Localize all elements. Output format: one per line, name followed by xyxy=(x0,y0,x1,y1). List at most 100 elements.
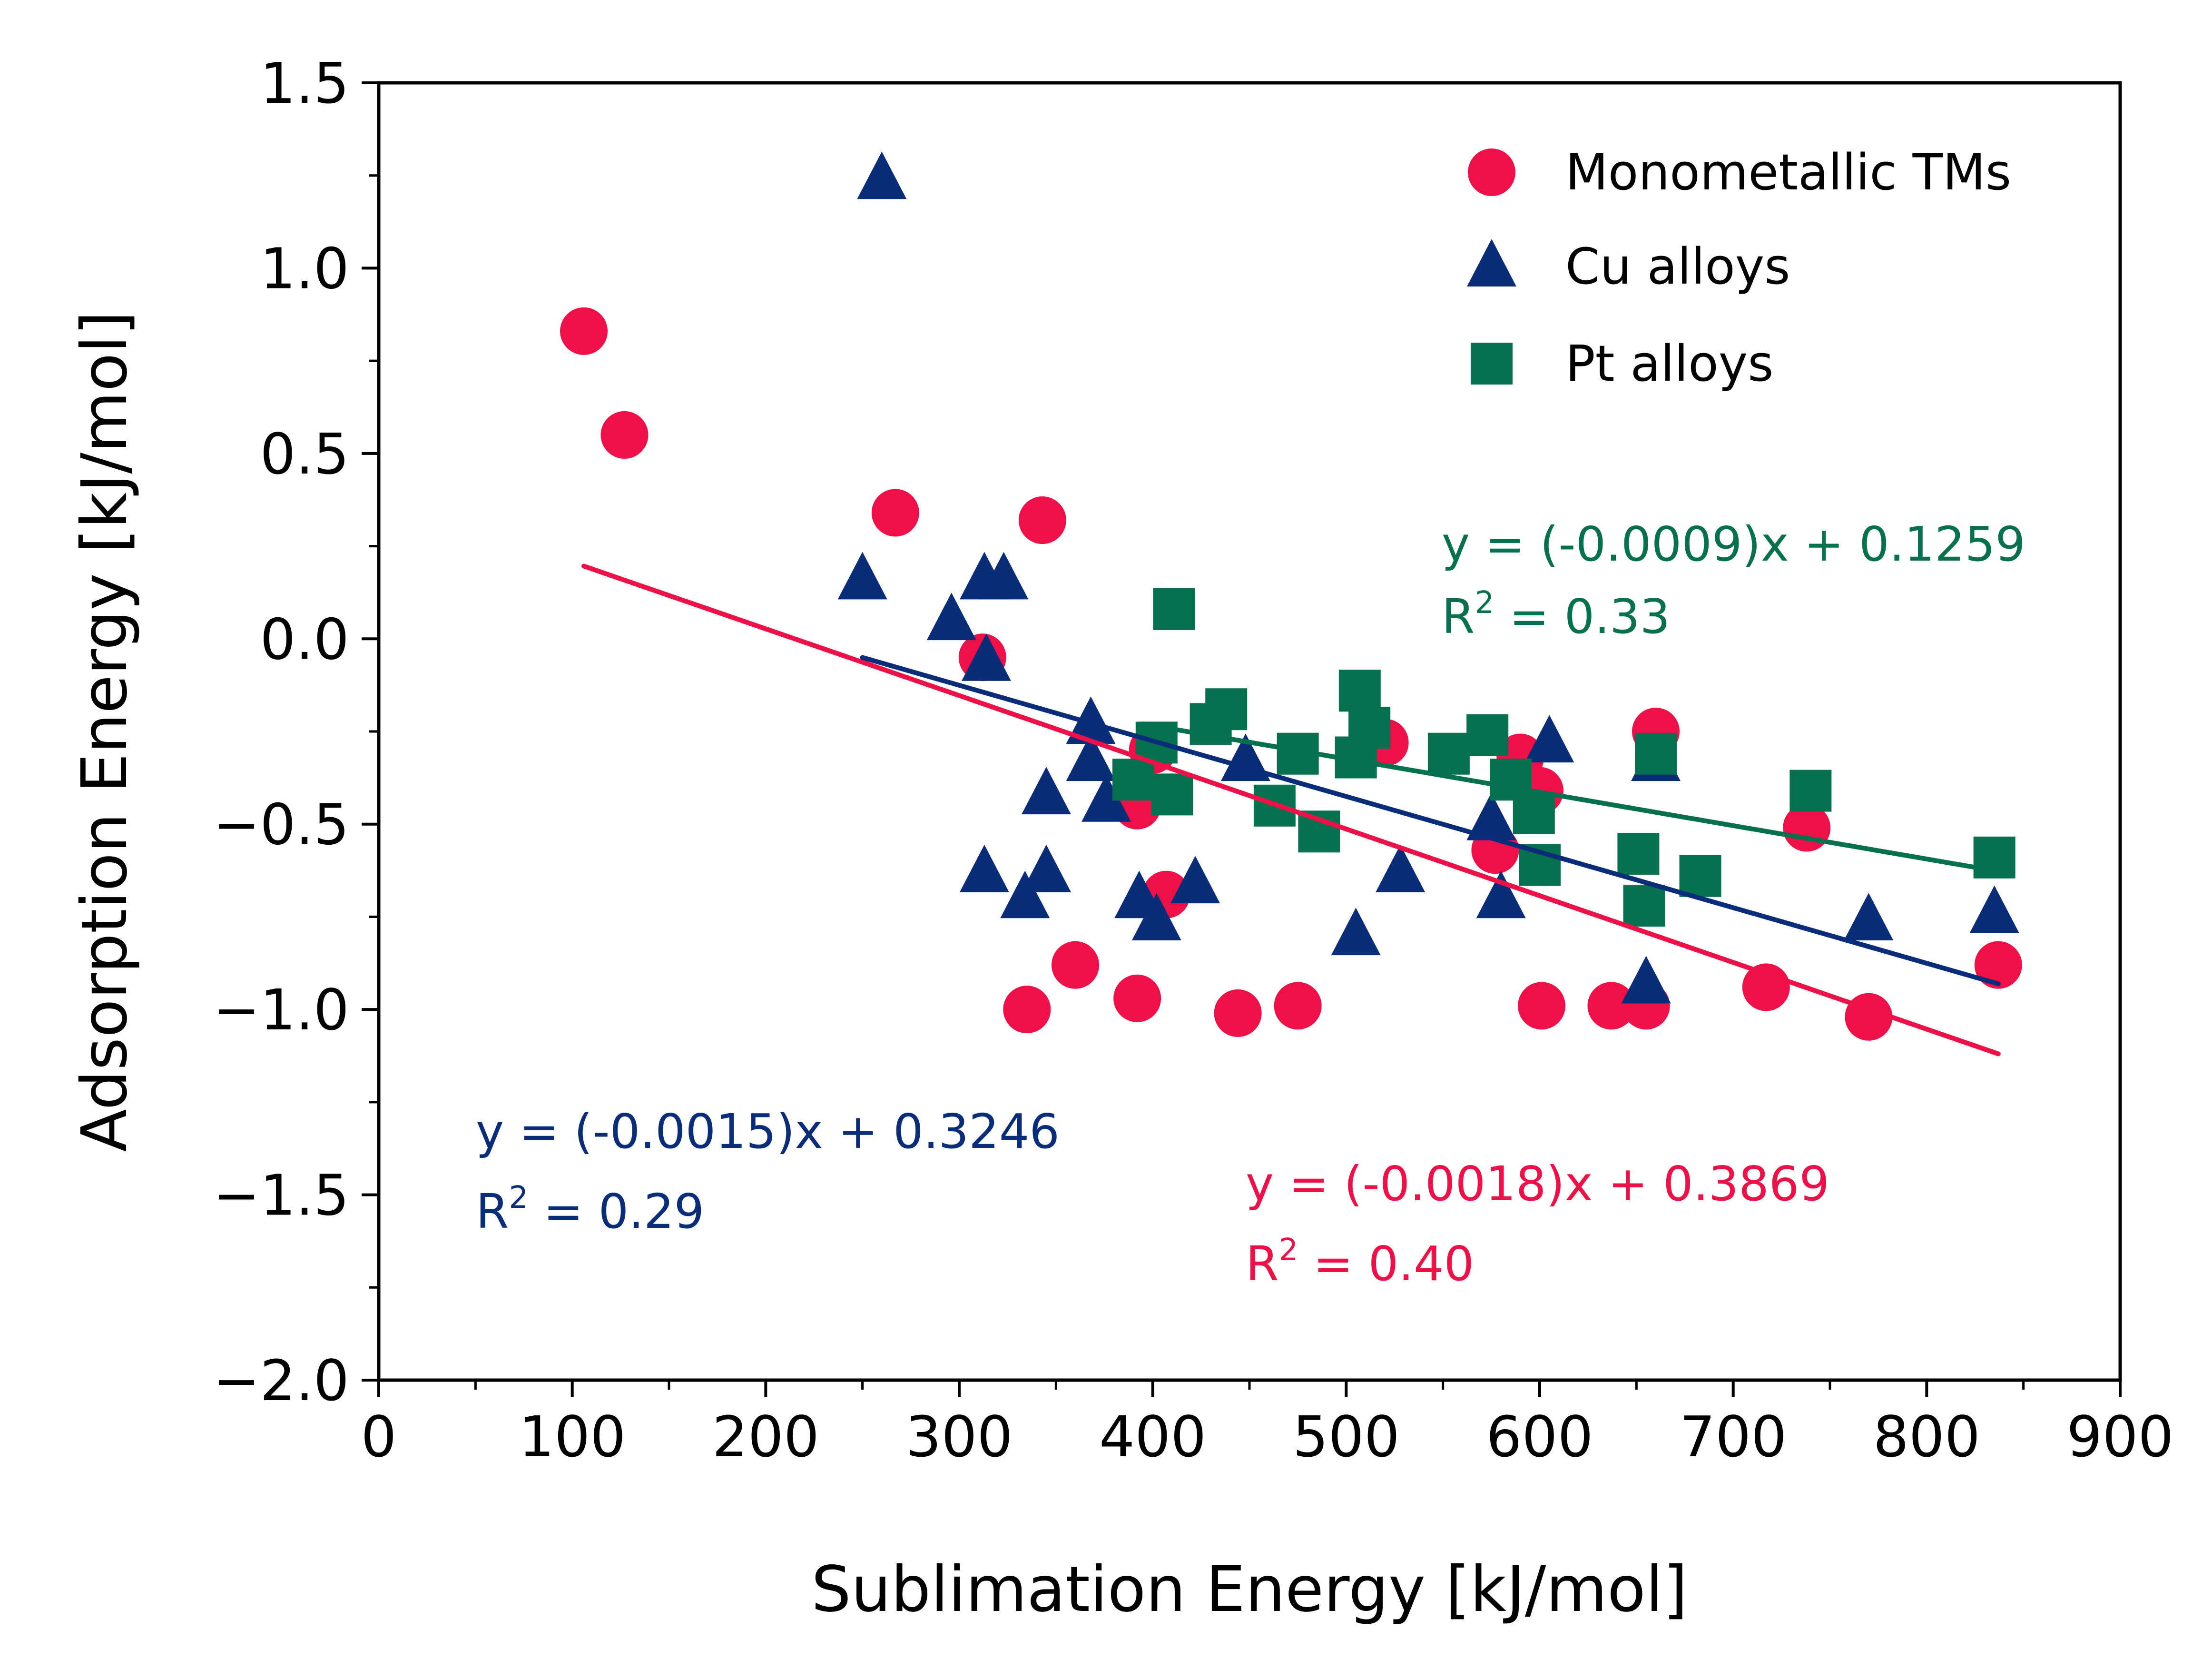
data-point xyxy=(961,633,1011,681)
plot-area xyxy=(560,151,2022,1057)
data-point xyxy=(1742,963,1790,1011)
data-point xyxy=(1131,893,1181,940)
data-point xyxy=(1153,588,1195,630)
data-point xyxy=(926,593,976,641)
fit-annotations: y = (-0.0018)x + 0.3869 R2 = 0.40 y = (-… xyxy=(476,516,2025,1292)
x-tick-label: 700 xyxy=(1680,1404,1787,1470)
data-point xyxy=(1679,855,1721,897)
data-point xyxy=(1635,732,1677,775)
y-tick-label: −2.0 xyxy=(213,1348,349,1413)
data-point xyxy=(1338,670,1381,712)
x-tick-label: 600 xyxy=(1486,1404,1593,1470)
fit-r2-cu-alloys: R2 = 0.29 xyxy=(476,1180,704,1239)
data-point xyxy=(1003,986,1051,1034)
data-point xyxy=(1022,844,1071,892)
data-point xyxy=(1476,870,1526,918)
r2-prefix: R xyxy=(1442,589,1475,644)
data-point xyxy=(1518,982,1566,1030)
r2-superscript: 2 xyxy=(1278,1233,1298,1268)
data-point xyxy=(1274,982,1322,1030)
data-point xyxy=(1621,956,1671,1004)
y-tick-label: 0.0 xyxy=(260,606,349,672)
data-point xyxy=(1205,688,1248,731)
data-point xyxy=(1022,767,1071,815)
y-tick-label: −1.5 xyxy=(213,1163,349,1228)
r2-value: = 0.29 xyxy=(528,1184,704,1239)
fit-line-cu-alloys xyxy=(860,655,2001,987)
data-point xyxy=(1081,774,1131,822)
r2-prefix: R xyxy=(1246,1236,1278,1292)
data-point xyxy=(1524,715,1574,763)
data-point xyxy=(1789,770,1832,812)
r2-superscript: 2 xyxy=(1475,585,1494,621)
y-tick-label: 1.0 xyxy=(260,236,349,301)
data-point xyxy=(1113,974,1161,1022)
data-point xyxy=(1844,893,1894,940)
data-point xyxy=(1466,714,1509,756)
data-point xyxy=(1066,696,1116,744)
r2-superscript: 2 xyxy=(509,1180,528,1215)
data-point xyxy=(1018,496,1066,544)
data-point xyxy=(1974,941,2022,989)
data-point xyxy=(1617,833,1660,875)
data-point xyxy=(959,844,1009,892)
x-tick-label: 0 xyxy=(361,1404,396,1470)
y-tick-label: −0.5 xyxy=(213,792,349,858)
legend-label-pt-alloys: Pt alloys xyxy=(1565,335,1773,393)
x-tick-label: 900 xyxy=(2066,1404,2173,1470)
x-tick-label: 400 xyxy=(1099,1404,1206,1470)
data-point xyxy=(1214,989,1262,1037)
fit-equation-cu-alloys: y = (-0.0015)x + 0.3246 xyxy=(476,1104,1060,1159)
y-axis-title: Adsorption Energy [kJ/mol] xyxy=(68,311,141,1152)
data-point xyxy=(1066,733,1116,781)
data-point xyxy=(1466,792,1516,840)
legend-label-monometallic: Monometallic TMs xyxy=(1565,143,2011,201)
r2-prefix: R xyxy=(476,1184,509,1239)
legend-marker-cu-alloys xyxy=(1467,239,1516,286)
x-axis: 0 100 200 300 400 500 600 700 800 900 xyxy=(361,1380,2174,1470)
data-point xyxy=(871,489,919,537)
legend: Monometallic TMs Cu alloys Pt alloys xyxy=(1467,143,2011,393)
x-tick-label: 300 xyxy=(905,1404,1013,1470)
data-point xyxy=(1427,732,1470,775)
data-point xyxy=(1170,856,1220,904)
data-point xyxy=(1513,792,1555,834)
data-point xyxy=(1112,759,1154,801)
x-tick-label: 500 xyxy=(1293,1404,1400,1470)
fit-line-pt-alloys xyxy=(1140,721,2001,874)
r2-value: = 0.33 xyxy=(1494,589,1670,644)
fit-r2-monometallic: R2 = 0.40 xyxy=(1246,1233,1474,1292)
fit-line-monometallic xyxy=(581,563,2001,1057)
x-tick-label: 200 xyxy=(712,1404,819,1470)
y-tick-label: 0.5 xyxy=(260,421,349,487)
x-tick-label: 100 xyxy=(519,1404,626,1470)
data-point xyxy=(1587,982,1635,1030)
r2-value: = 0.40 xyxy=(1298,1236,1474,1292)
fit-r2-pt-alloys: R2 = 0.33 xyxy=(1442,585,1670,644)
fit-equation-pt-alloys: y = (-0.0009)x + 0.1259 xyxy=(1442,516,2025,572)
y-axis: −2.0 −1.5 −1.0 −0.5 0.0 0.5 1.0 1.5 xyxy=(213,50,379,1413)
x-tick-label: 800 xyxy=(1873,1404,1980,1470)
data-point xyxy=(600,411,649,459)
data-point xyxy=(1376,844,1426,892)
data-point xyxy=(837,552,887,600)
data-point xyxy=(1052,941,1099,989)
data-point xyxy=(1969,885,2019,933)
x-axis-title: Sublimation Energy [kJ/mol] xyxy=(811,1553,1688,1626)
legend-marker-pt-alloys xyxy=(1471,343,1513,385)
data-point xyxy=(1331,908,1381,956)
legend-marker-monometallic xyxy=(1468,148,1515,196)
data-point xyxy=(1151,773,1193,816)
fit-equation-monometallic: y = (-0.0018)x + 0.3869 xyxy=(1246,1156,1829,1212)
y-tick-label: −1.0 xyxy=(213,977,349,1043)
data-point xyxy=(857,151,907,199)
y-tick-label: 1.5 xyxy=(260,50,349,116)
data-point xyxy=(560,307,608,355)
data-point xyxy=(1000,870,1050,918)
legend-label-cu-alloys: Cu alloys xyxy=(1565,237,1790,296)
data-point xyxy=(979,552,1029,600)
data-point xyxy=(1623,885,1665,927)
data-point xyxy=(1348,707,1391,749)
